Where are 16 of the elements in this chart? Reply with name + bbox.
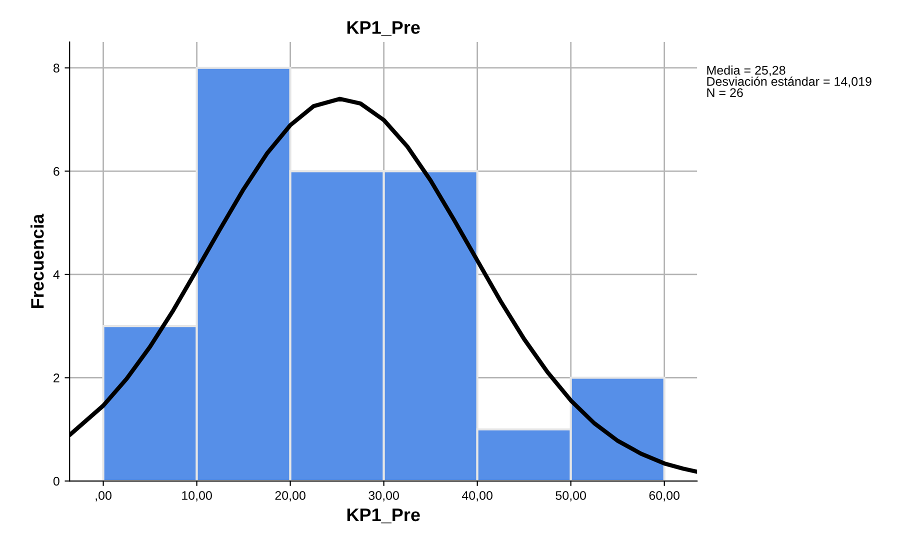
y-tick-label: 6 bbox=[54, 166, 60, 176]
y-tick-label: 2 bbox=[54, 374, 60, 382]
y-axis-title: Frecuencia bbox=[30, 214, 44, 308]
x-tick-label: 20,00 bbox=[275, 491, 306, 502]
x-tick-label: 60,00 bbox=[649, 491, 680, 502]
x-tick-label: ,00 bbox=[96, 491, 112, 502]
y-tick-label: 0 bbox=[53, 476, 60, 486]
x-axis-title: KP1_Pre bbox=[347, 508, 420, 524]
x-tick-label: 10,00 bbox=[182, 491, 212, 502]
y-tick-label: 4 bbox=[53, 270, 60, 279]
x-tick-label: 30,00 bbox=[368, 491, 399, 502]
text: Media = 25,28 Desviación estándar = 14,019 N = 26 bbox=[707, 66, 872, 98]
y-tick-label: 8 bbox=[53, 64, 60, 73]
x-tick-label: 50,00 bbox=[556, 491, 586, 502]
x-tick-label: 40,00 bbox=[462, 491, 492, 502]
chart-title: KP1_Pre bbox=[347, 21, 420, 36]
